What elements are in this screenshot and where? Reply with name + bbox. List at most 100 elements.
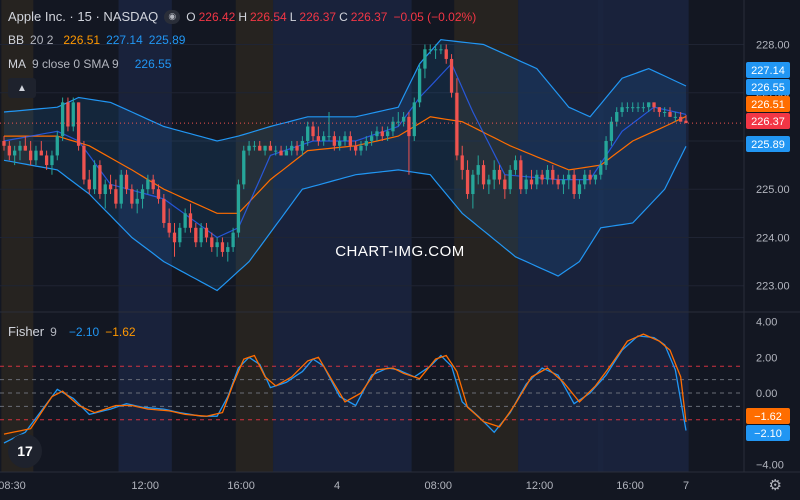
candle-body (66, 102, 70, 127)
candle-body (338, 140, 342, 146)
candle-body (188, 213, 193, 228)
candle-body (18, 145, 22, 151)
candle-body (391, 121, 395, 132)
bb-legend[interactable]: BB 20 2 226.51 227.14 225.89 (8, 33, 185, 47)
candle-body (673, 116, 677, 118)
candle (647, 102, 651, 113)
price-tick-label: 225.00 (756, 184, 790, 196)
candle (295, 140, 299, 156)
candle-body (204, 227, 209, 238)
candle (156, 184, 161, 204)
candle-body (311, 126, 315, 137)
candle (71, 97, 75, 132)
candle (338, 136, 342, 151)
candle-body (455, 92, 459, 156)
candle-body (407, 116, 411, 137)
candle (641, 102, 646, 113)
candle (66, 97, 70, 132)
candle (13, 145, 17, 166)
candle (108, 174, 113, 195)
candle (524, 174, 528, 195)
candle-body (620, 107, 624, 113)
candle-body (396, 121, 400, 123)
ma-value: 226.55 (134, 57, 172, 71)
candle (263, 145, 267, 156)
candle-body (274, 150, 278, 152)
candle (199, 222, 203, 248)
candle (625, 102, 630, 113)
watermark-text: CHART-IMG.COM (335, 243, 465, 260)
candle-body (647, 102, 651, 108)
candle-body (28, 150, 33, 161)
candle-body (50, 155, 54, 166)
candle (391, 116, 395, 137)
candle (151, 174, 155, 195)
fisher-params: 9 (50, 324, 57, 339)
candle (242, 145, 246, 190)
candle (668, 107, 672, 117)
candle (23, 136, 27, 151)
candle-body (540, 174, 544, 180)
candle (556, 174, 560, 190)
bollinger-basis-line (4, 115, 687, 214)
tradingview-logo[interactable]: 17 (8, 434, 42, 468)
candle (268, 140, 273, 151)
candle-body (556, 179, 560, 185)
candle (354, 140, 358, 156)
fisher-legend[interactable]: Fisher 9 −2.10 −1.62 (8, 324, 136, 339)
candle (545, 165, 550, 185)
price-label-box (746, 136, 790, 152)
candle-body (167, 222, 171, 233)
bollinger-lower-line (3, 146, 687, 292)
candle (401, 112, 406, 127)
candle (583, 169, 587, 190)
candle (503, 174, 507, 199)
candle-body (663, 112, 667, 114)
candle-body (44, 155, 49, 166)
candle-body (684, 120, 688, 124)
candle (497, 165, 502, 185)
candle (98, 160, 102, 199)
candle-body (641, 107, 646, 109)
candle (561, 174, 566, 195)
fisher-label: Fisher (8, 324, 45, 339)
ma-legend[interactable]: MA 9 close 0 SMA 9 226.55 (8, 57, 171, 71)
candle (551, 165, 555, 185)
candle (290, 140, 294, 156)
candle-body (2, 140, 6, 146)
fisher-label-text: −2.10 (754, 428, 782, 440)
candle (7, 140, 11, 161)
candle-body (503, 179, 507, 190)
price-label-last: 226.37 (746, 113, 790, 129)
candle (540, 169, 544, 185)
candle-body (215, 242, 219, 248)
gear-icon[interactable]: ⚙ (768, 477, 782, 494)
candle (114, 179, 118, 209)
candle (18, 140, 22, 161)
time-tick-label: 08:00 (424, 480, 452, 492)
candle (140, 184, 145, 209)
candle (343, 131, 347, 146)
candle (316, 126, 321, 146)
eye-icon[interactable]: ◉ (164, 9, 181, 24)
bb-upper-value: 227.14 (106, 33, 143, 47)
candle (380, 126, 384, 141)
candle-body (535, 174, 539, 185)
candle-body (60, 102, 65, 137)
candle (572, 169, 576, 199)
candle (535, 169, 539, 190)
candle-body (71, 102, 75, 127)
candle-body (316, 136, 321, 141)
candle-body (162, 198, 166, 223)
price-label-text: 226.37 (751, 116, 785, 128)
candle (673, 112, 677, 122)
candle (684, 114, 688, 124)
candle-body (599, 165, 603, 175)
candle (481, 160, 486, 190)
candle-body (178, 227, 182, 243)
candle (396, 112, 400, 127)
candle-body (369, 136, 374, 141)
candle (657, 107, 662, 117)
chevron-up-icon[interactable]: ▲ (8, 78, 36, 98)
